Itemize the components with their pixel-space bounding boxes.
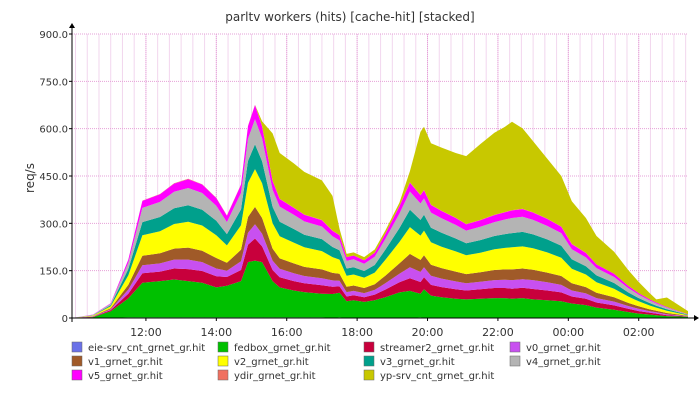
legend-label: ydir_grnet_gr.hit: [234, 371, 316, 382]
legend-label: eie-srv_cnt_grnet_gr.hit: [88, 343, 205, 354]
area-series-6: [72, 169, 688, 318]
legend-item: yp-srv_cnt_grnet_gr.hit: [363, 369, 494, 382]
y-tick-label: 600.0: [39, 125, 68, 136]
legend-swatch: [363, 341, 375, 353]
legend-item: v0_grnet_gr.hit: [509, 341, 601, 354]
legend-item: v5_grnet_gr.hit: [71, 369, 163, 382]
legend-label: yp-srv_cnt_grnet_gr.hit: [380, 371, 494, 382]
legend-swatch: [71, 355, 83, 367]
x-tick-label: 14:00: [200, 326, 232, 339]
y-axis-arrow: [69, 23, 75, 28]
x-axis-arrow: [694, 315, 699, 321]
x-tick-label: 12:00: [130, 326, 162, 339]
x-tick-label: 02:00: [623, 326, 655, 339]
legend-swatch: [71, 369, 83, 381]
legend-item: v3_grnet_gr.hit: [363, 355, 455, 368]
area-series-3: [72, 238, 688, 318]
x-tick-label: 00:00: [552, 326, 584, 339]
legend-swatch: [363, 369, 375, 381]
y-tick-label: 300.0: [39, 219, 68, 230]
legend: eie-srv_cnt_grnet_gr.hit fedbox_grnet_gr.…: [71, 341, 601, 382]
x-tick-label: 22:00: [482, 326, 514, 339]
legend-label: v2_grnet_gr.hit: [234, 357, 309, 368]
y-tick-label: 0: [62, 314, 68, 325]
legend-swatch: [217, 355, 229, 367]
legend-label: v4_grnet_gr.hit: [526, 357, 601, 368]
y-tick-label: 150.0: [39, 267, 68, 278]
legend-label: v1_grnet_gr.hit: [88, 357, 163, 368]
legend-label: streamer2_grnet_gr.hit: [380, 343, 494, 354]
chart-title: parltv workers (hits) [cache-hit] [stack…: [225, 10, 474, 24]
x-tick-label: 18:00: [341, 326, 373, 339]
legend-label: fedbox_grnet_gr.hit: [234, 343, 331, 354]
legend-item: v1_grnet_gr.hit: [71, 355, 163, 368]
x-tick-label: 20:00: [412, 326, 444, 339]
legend-label: v5_grnet_gr.hit: [88, 371, 163, 382]
legend-swatch: [363, 355, 375, 367]
legend-item: streamer2_grnet_gr.hit: [363, 341, 494, 354]
legend-swatch: [509, 355, 521, 367]
legend-swatch: [509, 341, 521, 353]
area-series-11: [72, 104, 688, 318]
legend-item: ydir_grnet_gr.hit: [217, 369, 316, 382]
y-tick-label: 900.0: [39, 30, 68, 41]
axes: 0 150.0 300.0 450.0 600.0 750.0 900.0 12:00 14:0…: [39, 23, 699, 339]
legend-label: v3_grnet_gr.hit: [380, 357, 455, 368]
legend-item: v2_grnet_gr.hit: [217, 355, 309, 368]
legend-item: fedbox_grnet_gr.hit: [217, 341, 331, 354]
y-tick-label: 750.0: [39, 77, 68, 88]
legend-label: v0_grnet_gr.hit: [526, 343, 601, 354]
legend-item: eie-srv_cnt_grnet_gr.hit: [71, 341, 205, 354]
legend-swatch: [217, 369, 229, 381]
legend-swatch: [71, 341, 83, 353]
x-tick-label: 16:00: [271, 326, 303, 339]
area-series-2: [72, 260, 688, 318]
legend-swatch: [217, 341, 229, 353]
y-axis-label: req/s: [23, 163, 37, 193]
legend-item: v4_grnet_gr.hit: [509, 355, 601, 368]
y-tick-label: 450.0: [39, 172, 68, 183]
